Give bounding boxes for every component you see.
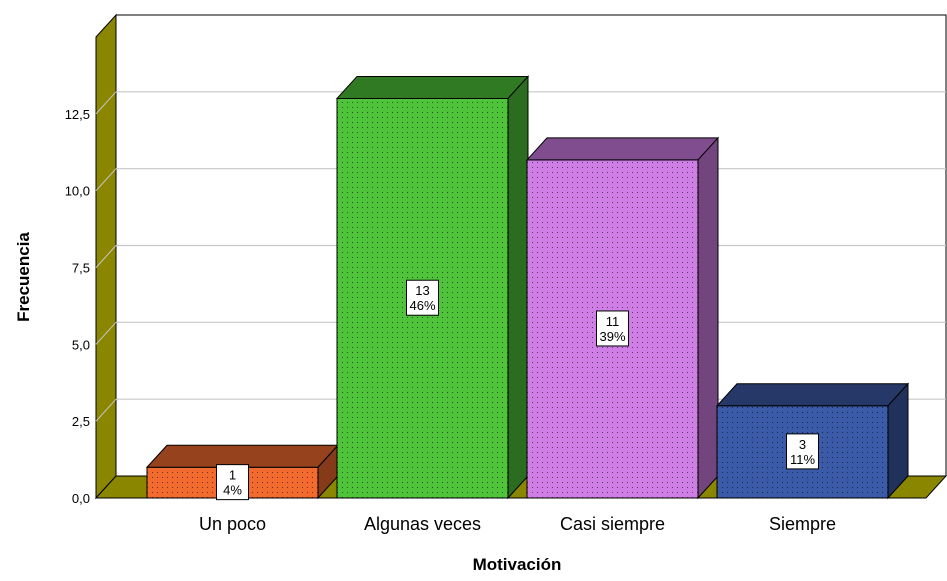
bar-top (335, 75, 530, 99)
x-tick-label: Siempre (769, 514, 836, 534)
bar-top (145, 444, 340, 468)
bar-top (715, 383, 910, 407)
data-label-box (786, 433, 819, 470)
bar-top (525, 137, 720, 161)
bar (715, 382, 910, 500)
data-label-percent: 4% (223, 483, 242, 498)
y-tick-label: 0,0 (72, 491, 90, 506)
bar-side (697, 136, 719, 500)
y-tick-label: 5,0 (72, 337, 90, 352)
gridline-side (95, 398, 117, 422)
data-label-box (216, 464, 249, 501)
data-label-box (596, 310, 629, 347)
data-label-percent: 46% (409, 298, 435, 313)
bar-side (507, 75, 529, 500)
gridline-side (95, 245, 117, 268)
data-label-count: 11 (606, 314, 620, 329)
y-tick-label: 2,5 (72, 414, 90, 429)
data-label-count: 13 (415, 283, 429, 298)
y-tick-label: 12,5 (65, 107, 90, 122)
x-tick-label: Casi siempre (560, 514, 665, 534)
y-tick-label: 7,5 (72, 261, 90, 276)
x-axis-title: Motivación (473, 555, 562, 574)
data-label: 14% (216, 464, 249, 501)
x-tick-label: Algunas veces (364, 514, 481, 534)
data-label-percent: 11% (790, 452, 815, 467)
gridline-side (95, 321, 117, 345)
data-label-percent: 39% (599, 329, 625, 344)
x-axis-ticks: Un poco Algunas veces Casi siempre Siempre (199, 514, 836, 534)
data-label-box (406, 279, 439, 316)
data-label: 311% (786, 433, 819, 470)
y-axis-ticks: 0,0 2,5 5,0 7,5 10,0 12,5 (65, 107, 90, 506)
data-label-count: 3 (799, 437, 806, 452)
y-tick-label: 10,0 (65, 184, 90, 199)
data-label-count: 1 (229, 468, 236, 483)
y-axis-title: Frecuencia (14, 232, 33, 322)
gridline-side (95, 91, 117, 115)
gridline-side (95, 168, 117, 192)
bar-side (887, 382, 909, 500)
x-tick-label: Un poco (199, 514, 266, 534)
